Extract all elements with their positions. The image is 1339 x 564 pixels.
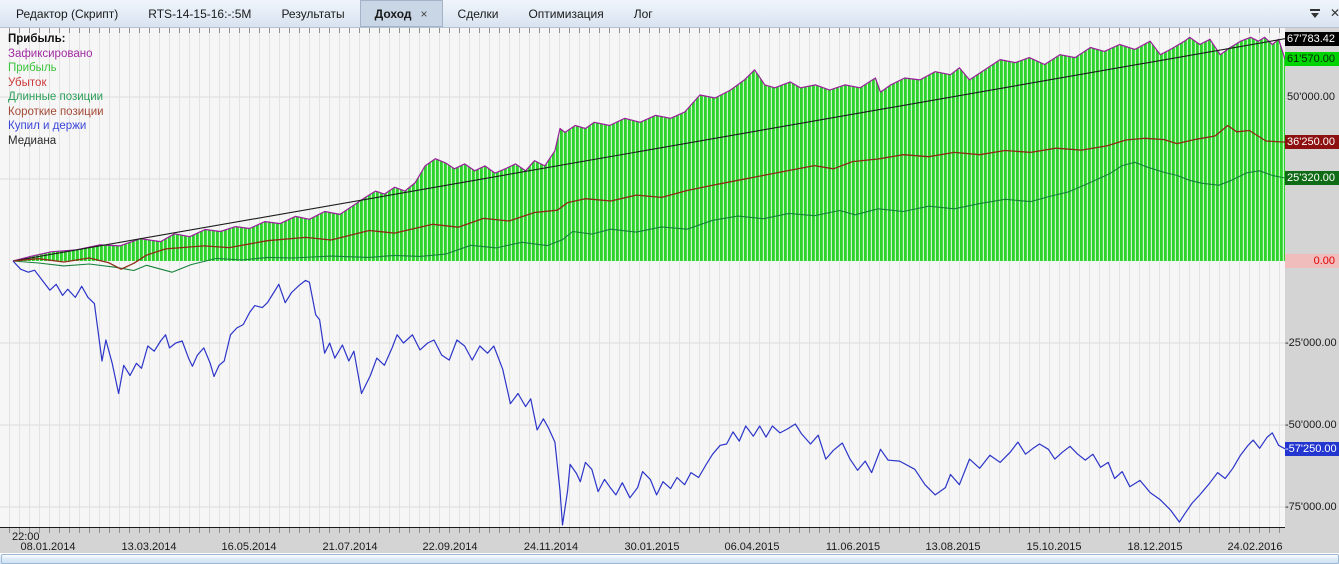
x-axis-date-label: 24.11.2014 bbox=[523, 541, 579, 553]
tab-4[interactable]: Доход × bbox=[359, 0, 443, 27]
legend-item: Прибыль bbox=[8, 62, 57, 74]
y-axis-label: -75'000.00 bbox=[1285, 501, 1337, 513]
tab-bar: Редактор (Скрипт) RTS-14-15-16:-:5M Резуль… bbox=[0, 0, 1339, 28]
y-axis-label: 0.00 bbox=[1285, 254, 1339, 268]
tab-label: Оптимизация bbox=[528, 6, 604, 21]
x-axis-date-label: 21.07.2014 bbox=[322, 541, 378, 553]
x-axis-date-label: 11.06.2015 bbox=[825, 541, 881, 553]
y-axis-label: 50'000.00 bbox=[1287, 91, 1335, 103]
legend-item: Убыток bbox=[8, 76, 47, 89]
x-axis-date-label: 13.03.2014 bbox=[121, 541, 177, 553]
tab-2[interactable]: RTS-14-15-16:-:5M bbox=[133, 0, 266, 27]
horizontal-scrollbar[interactable] bbox=[0, 553, 1339, 564]
chevron-down-icon[interactable] bbox=[1309, 7, 1321, 19]
profit-chart-svg bbox=[0, 36, 1285, 526]
x-axis-date-label: 06.04.2015 bbox=[724, 541, 780, 553]
short-positions-line bbox=[12, 124, 1285, 270]
pin-icon[interactable]: ✕ bbox=[1330, 6, 1339, 20]
y-axis-label: 36'250.00 bbox=[1285, 135, 1339, 149]
tab-close-icon[interactable]: × bbox=[420, 6, 428, 21]
legend-item: Длинные позиции bbox=[8, 91, 104, 103]
legend-item: Зафиксировано bbox=[8, 47, 93, 60]
x-axis-date-label: 08.01.2014 bbox=[20, 541, 76, 553]
realized-profit-edge-line bbox=[12, 36, 1285, 262]
tab-7[interactable]: Лог bbox=[619, 0, 668, 27]
chart-legend: Прибыль: Зафиксировано Прибыль Убыток Длинн… bbox=[8, 32, 104, 148]
x-axis: 22:00 08.01.2014 13.03.2014 16.05.2014 21.0… bbox=[0, 528, 1339, 553]
tab-1[interactable]: Редактор (Скрипт) bbox=[1, 0, 133, 27]
x-axis-date-label: 22.09.2014 bbox=[422, 541, 478, 553]
bottom-tick-strip bbox=[0, 528, 1285, 533]
tab-label: Доход bbox=[374, 6, 412, 21]
tab-label: RTS-14-15-16:-:5M bbox=[148, 6, 252, 21]
x-axis-date-label: 15.10.2015 bbox=[1026, 541, 1082, 553]
median-line bbox=[12, 38, 1285, 262]
x-axis-date-label: 16.05.2014 bbox=[221, 541, 277, 553]
tab-5[interactable]: Сделки bbox=[443, 0, 514, 27]
y-axis-label: 67'783.42 bbox=[1285, 32, 1339, 46]
y-axis: 67'783.42 61'570.00 50'000.00 36'250.00 25'3… bbox=[1285, 28, 1339, 553]
y-axis-label: -57'250.00 bbox=[1285, 442, 1339, 456]
buy-and-hold-line bbox=[12, 260, 1285, 526]
top-tick-strip bbox=[0, 28, 1285, 33]
legend-item: Купил и держи bbox=[8, 120, 87, 132]
y-axis-label: 61'570.00 bbox=[1285, 52, 1339, 66]
y-axis-label: -50'000.00 bbox=[1285, 419, 1337, 431]
tab-label: Редактор (Скрипт) bbox=[16, 6, 119, 21]
x-axis-time-label: 22:00 bbox=[12, 531, 40, 543]
legend-title: Прибыль: bbox=[8, 33, 66, 45]
x-axis-date-label: 18.12.2015 bbox=[1127, 541, 1183, 553]
long-positions-line bbox=[12, 161, 1285, 273]
x-axis-date-label: 13.08.2015 bbox=[925, 541, 981, 553]
x-axis-date-label: 30.01.2015 bbox=[624, 541, 680, 553]
profit-area bbox=[13, 37, 1285, 261]
tab-bar-tabs: Редактор (Скрипт) RTS-14-15-16:-:5M Резуль… bbox=[0, 0, 1339, 27]
tab-label: Результаты bbox=[281, 6, 345, 21]
legend-item: Короткие позиции bbox=[8, 105, 104, 118]
tab-label: Лог bbox=[633, 6, 653, 21]
legend-item: Медиана bbox=[8, 134, 57, 147]
y-axis-label: 25'320.00 bbox=[1285, 171, 1339, 185]
tab-6[interactable]: Оптимизация bbox=[513, 0, 618, 27]
tab-3[interactable]: Результаты bbox=[266, 0, 359, 27]
chart-plot-area[interactable]: Прибыль: Зафиксировано Прибыль Убыток Длинн… bbox=[0, 28, 1285, 528]
tab-bar-icons: ✕ bbox=[1309, 7, 1339, 19]
y-axis-label: -25'000.00 bbox=[1285, 337, 1337, 349]
x-axis-date-label: 24.02.2016 bbox=[1227, 541, 1283, 553]
scrollbar-thumb[interactable] bbox=[1, 554, 1339, 564]
tab-label: Сделки bbox=[457, 6, 499, 21]
